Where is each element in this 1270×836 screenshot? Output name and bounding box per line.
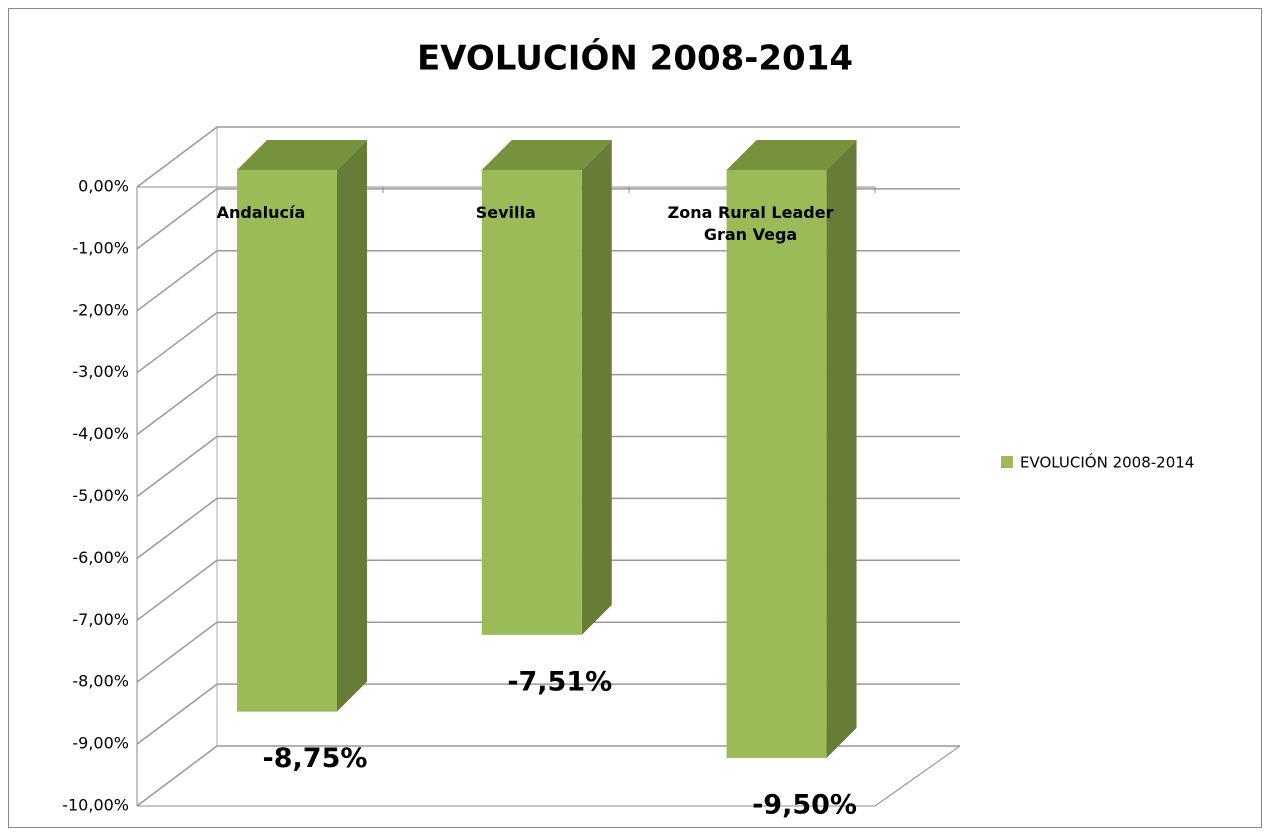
y-tick-label: -8,00% [72, 672, 129, 691]
bar-top [237, 140, 367, 170]
grid-line [136, 559, 960, 621]
y-tick-label: -7,00% [72, 610, 129, 629]
grid-line [136, 683, 960, 745]
data-label: -7,51% [507, 666, 612, 697]
bar [237, 170, 337, 712]
y-tick-label: -9,00% [72, 734, 129, 753]
y-tick-label: -2,00% [72, 300, 129, 319]
bar-side [826, 140, 857, 759]
grid-line [136, 373, 960, 436]
x-tick-label: Zona Rural Leader Gran Vega [667, 203, 834, 244]
chart-title: EVOLUCIÓN 2008-2014 [417, 38, 853, 79]
bar-top [481, 140, 612, 170]
x-tick-label: Sevilla [475, 203, 536, 222]
bar [726, 170, 827, 759]
data-label: -9,50% [752, 790, 857, 821]
legend-label: EVOLUCIÓN 2008-2014 [1020, 453, 1194, 472]
floor-line [874, 745, 961, 807]
y-tick-label: 0,00% [78, 177, 129, 196]
grid-line [136, 621, 960, 683]
grid-line [136, 126, 960, 188]
grid-line [136, 250, 960, 312]
grid-line [136, 188, 960, 250]
y-tick-label: -3,00% [72, 362, 129, 381]
bar-side [337, 140, 367, 712]
chart-border [8, 8, 1262, 828]
grid-line [136, 435, 960, 498]
y-tick-label: -4,00% [72, 424, 129, 443]
legend-swatch [1001, 456, 1013, 468]
y-tick-label: -6,00% [72, 548, 129, 567]
bar [481, 170, 582, 635]
bar-top [726, 140, 857, 170]
y-tick-label: -5,00% [72, 486, 129, 505]
data-label: -8,75% [263, 743, 368, 774]
grid-line [136, 311, 960, 374]
grid-line [136, 497, 960, 560]
y-tick-label: -1,00% [72, 238, 129, 257]
grid-line [136, 745, 960, 807]
bar-side [581, 140, 612, 635]
x-tick-label: Andalucía [216, 203, 306, 222]
y-tick-label: -10,00% [62, 796, 129, 815]
